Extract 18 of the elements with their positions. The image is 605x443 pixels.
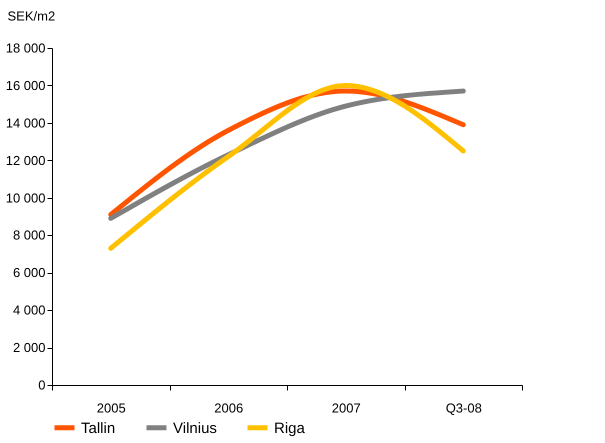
legend-label: Vilnius	[173, 420, 217, 437]
y-tick-label: 14 000	[6, 115, 46, 130]
x-tick-label: 2005	[96, 400, 126, 416]
y-tick-label: 0	[38, 378, 46, 392]
y-tick-label: 10 000	[6, 190, 46, 206]
y-tick-label: 12 000	[6, 152, 46, 168]
x-tick-label: 2007	[332, 400, 361, 416]
y-tick-label: 18 000	[6, 40, 46, 56]
y-tick-label: 16 000	[6, 78, 46, 93]
y-tick-label: 2 000	[12, 340, 46, 356]
legend-label: Tallin	[81, 420, 116, 437]
x-tick-label: Q3-08	[446, 400, 482, 416]
legend-label: Riga	[274, 420, 306, 437]
y-tick-label: 8 000	[12, 228, 46, 243]
y-tick-label: 6 000	[12, 265, 46, 280]
y-axis-title: SEK/m2	[8, 8, 56, 24]
y-tick-label: 4 000	[12, 302, 46, 318]
x-tick-label: 2006	[214, 400, 244, 416]
